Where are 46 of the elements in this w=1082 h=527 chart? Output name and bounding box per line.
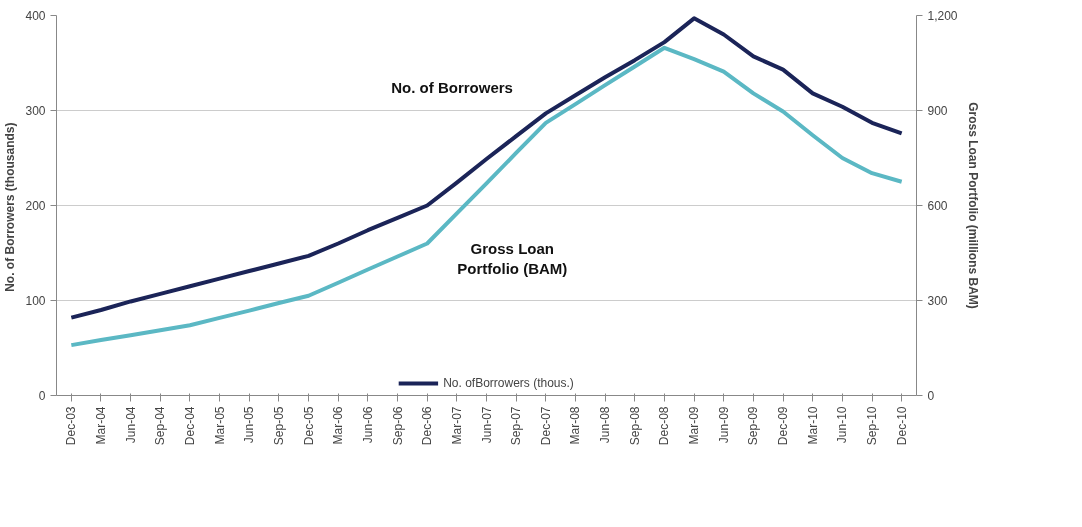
y2-axis-title: Gross Loan Portfolio (millions BAM)	[965, 102, 980, 309]
line-series	[69, 45, 904, 348]
y-tick-label: 200	[25, 199, 46, 213]
x-tick-label: Mar-07	[449, 406, 464, 445]
x-tick-label: Sep-06	[390, 406, 405, 446]
y-tick-label: 100	[25, 294, 46, 308]
x-tick-label: Jun-05	[242, 406, 257, 444]
x-tick-label: Sep-09	[746, 406, 761, 446]
x-tick-label: Mar-05	[212, 406, 227, 445]
y-tick-label: 300	[25, 104, 46, 118]
x-tick-label: Jun-09	[716, 406, 731, 444]
legend-label: No. ofBorrowers (thous.)	[443, 376, 574, 390]
x-tick-label: Sep-04	[153, 406, 168, 446]
x-tick-label: Mar-06	[331, 406, 346, 445]
y2-tick-label: 0	[927, 389, 935, 403]
x-tick-label: Jun-08	[598, 406, 613, 444]
x-tick-label: Dec-03	[64, 406, 79, 446]
y-tick-label: 400	[25, 9, 46, 23]
x-tick-label: Jun-06	[360, 406, 375, 444]
x-tick-label: Jun-04	[123, 406, 138, 444]
x-tick-label: Sep-07	[509, 406, 524, 446]
x-tick-label: Sep-10	[865, 406, 880, 446]
line-series	[69, 16, 904, 320]
x-tick-label: Dec-10	[894, 406, 909, 446]
x-tick-label: Dec-06	[420, 406, 435, 446]
x-tick-label: Sep-08	[627, 406, 642, 446]
x-tick-label: Jun-10	[835, 406, 850, 444]
x-tick-label: Dec-04	[182, 406, 197, 446]
x-tick-label: Mar-08	[568, 406, 583, 445]
x-tick-label: Sep-05	[271, 406, 286, 446]
y-axis-title: No. of Borrowers (thousands)	[3, 122, 18, 292]
x-tick-label: Mar-09	[687, 406, 702, 445]
y-tick-label: 0	[38, 389, 46, 403]
y2-tick-label: 1,200	[927, 9, 958, 23]
annotation: No. of Borrowers	[391, 79, 513, 97]
y2-tick-label: 900	[927, 104, 948, 118]
x-tick-label: Dec-05	[301, 406, 316, 446]
x-tick-label: Dec-09	[776, 406, 791, 446]
x-tick-label: Mar-10	[805, 406, 820, 445]
x-tick-label: Jun-07	[479, 406, 494, 444]
annotation: Gross Loan Portfolio (BAM)	[457, 240, 568, 278]
x-tick-label: Mar-04	[93, 406, 108, 445]
y2-tick-label: 600	[927, 199, 948, 213]
y2-tick-label: 300	[927, 294, 948, 308]
x-tick-label: Dec-08	[657, 406, 672, 446]
x-tick-label: Dec-07	[538, 406, 553, 446]
